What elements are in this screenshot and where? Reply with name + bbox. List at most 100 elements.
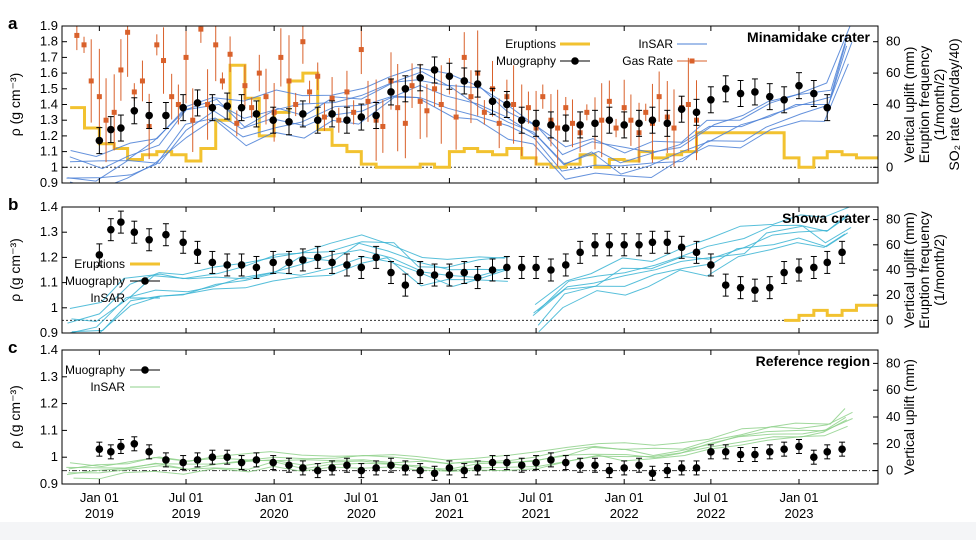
muography-point (810, 453, 818, 462)
muography-point (372, 464, 380, 472)
muography-point (107, 225, 115, 234)
panel-b: 0.9 1 1.1 1.2 1.3 1.4 0 20 40 60 80 b Showa crater ρ … (7, 195, 947, 340)
muography-point (460, 268, 469, 277)
muography-point (343, 116, 351, 124)
muography-point (721, 448, 730, 456)
muography-point (605, 116, 614, 124)
ytick-right-label: 40 (886, 97, 900, 112)
muography-point (488, 266, 497, 274)
ytick-label: 1.9 (40, 18, 58, 33)
muography-point (430, 271, 439, 279)
gas-point (96, 94, 102, 100)
ytick-right-label: 0 (886, 463, 893, 478)
muography-point (721, 281, 730, 289)
muography-point (269, 116, 277, 124)
muography-point (561, 458, 570, 467)
insar-series-line (69, 63, 849, 183)
muography-point (576, 461, 584, 470)
legend-label: Gas Rate (622, 54, 673, 68)
muography-point (795, 266, 803, 274)
gas-point (599, 117, 605, 123)
gas-point (249, 105, 255, 111)
muography-point (179, 238, 187, 247)
muography-point (372, 253, 380, 262)
legend: Eruptions Muography InSAR (65, 257, 160, 305)
muography-point (838, 248, 846, 257)
gas-point (118, 67, 124, 73)
muography-point (663, 238, 672, 247)
gas-point (336, 117, 342, 123)
gas-point (278, 54, 284, 60)
footer-strip (0, 522, 976, 540)
ytick-label: 1.7 (40, 49, 58, 64)
legend: Eruptions InSAR Muography Gas Rate (496, 37, 707, 68)
muography-point (416, 74, 424, 82)
muography-point (313, 116, 322, 124)
panel-letter: a (8, 14, 18, 33)
muography-point (130, 228, 139, 236)
muography-point (313, 466, 322, 475)
muography-point (357, 263, 366, 272)
gas-point (219, 78, 225, 84)
muography-point (620, 121, 628, 129)
muography-point (299, 110, 307, 118)
ylabel-right: Vertical uplift (mm) (901, 212, 917, 328)
gas-point (74, 32, 80, 38)
ytick-right-label: 80 (886, 212, 900, 227)
muography-point (416, 268, 424, 277)
legend-label: InSAR (90, 380, 125, 394)
muography-point (237, 103, 246, 112)
legend-swatch-muography (141, 277, 149, 285)
gas-point (190, 117, 196, 123)
muography-point (517, 116, 526, 124)
insar-series-line (67, 41, 853, 182)
gas-point (234, 120, 240, 126)
muography-point (252, 456, 261, 464)
muography-point (193, 99, 202, 107)
gas-point (139, 78, 145, 84)
muography-point (473, 273, 482, 282)
gas-point (671, 125, 677, 131)
muography-point (357, 466, 366, 475)
muography-point (237, 261, 246, 269)
muography-point (635, 119, 643, 128)
gas-point (395, 105, 401, 111)
xtick-label: Jul 01 2021 (519, 490, 554, 521)
muography-point (372, 111, 380, 120)
muography-point (445, 72, 454, 81)
muography-point (145, 235, 153, 244)
muography-point (95, 445, 104, 453)
ytick-label: 1.2 (40, 396, 58, 411)
muography-point (299, 464, 307, 472)
ytick-label: 1 (51, 300, 58, 315)
muography-point (677, 243, 686, 252)
gas-point (380, 123, 386, 129)
gas-point (621, 105, 627, 111)
muography-point (707, 448, 715, 456)
gas-point (88, 78, 94, 84)
legend: Muography InSAR (65, 363, 160, 394)
muography-point (223, 453, 232, 462)
gas-point (263, 94, 269, 100)
muography-point (620, 464, 628, 472)
muography-point (648, 469, 657, 478)
muography-point (503, 458, 511, 467)
muography-point (387, 88, 395, 96)
gas-point (461, 54, 467, 60)
muography-point (561, 124, 570, 132)
muography-point (117, 124, 125, 132)
muography-point (692, 248, 701, 257)
plot-area (62, 408, 878, 481)
gas-point (613, 125, 619, 131)
muography-point (430, 469, 439, 478)
ytick-right-label: 80 (886, 355, 900, 370)
ytick-label: 1.4 (40, 342, 58, 357)
muography-point (765, 92, 774, 101)
muography-point (780, 268, 788, 277)
muography-point (663, 119, 672, 128)
muography-point (179, 103, 187, 112)
ylabel-right: Vertical uplift (mm) (901, 47, 917, 163)
ytick-right-label: 20 (886, 287, 900, 302)
gas-point (584, 109, 590, 115)
muography-point (547, 456, 555, 464)
